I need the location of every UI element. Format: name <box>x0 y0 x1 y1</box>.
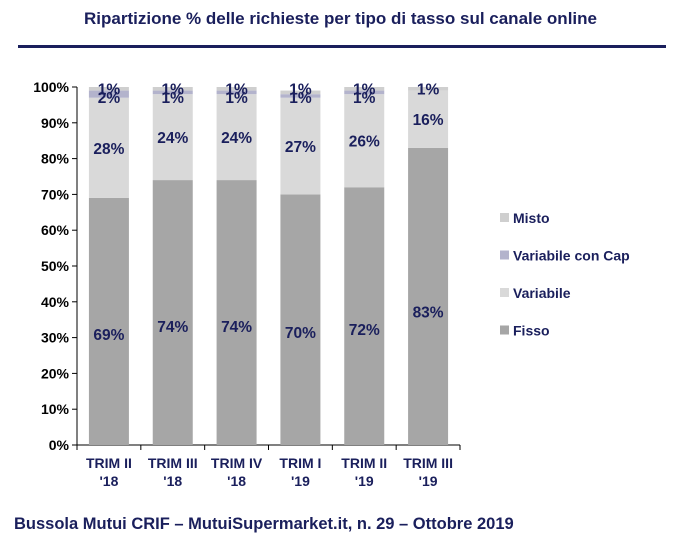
data-label-fisso: 72% <box>349 322 380 339</box>
bar-segment-variabile-con-cap <box>280 94 321 98</box>
bar-segment-fisso <box>280 194 321 445</box>
bar-segment-misto <box>408 87 449 91</box>
y-tick-label: 40% <box>41 294 70 310</box>
legend-swatch <box>500 250 509 260</box>
bar-segment-variabile <box>344 94 385 188</box>
data-label-variabile-con-cap: 2% <box>98 90 121 107</box>
bar-segment-variabile-con-cap <box>88 90 129 98</box>
data-label-fisso: 74% <box>157 319 188 336</box>
legend-swatch <box>500 213 509 222</box>
y-tick-label: 80% <box>41 151 70 167</box>
data-label-variabile: 27% <box>285 139 316 156</box>
y-tick-label: 0% <box>49 437 70 453</box>
bar-segment-variabile <box>88 97 129 198</box>
x-category-label: '19 <box>419 473 438 489</box>
x-category-label: '18 <box>99 473 118 489</box>
data-label-variabile-con-cap: 1% <box>225 90 248 107</box>
legend-swatch <box>500 325 509 335</box>
data-label-misto: 1% <box>289 81 312 98</box>
x-category-label: TRIM II <box>341 455 387 471</box>
bar-segment-fisso <box>216 180 257 445</box>
bar-segment-variabile-con-cap <box>152 90 193 95</box>
bar-segment-fisso <box>152 180 193 445</box>
data-label-variabile: 16% <box>413 112 444 129</box>
x-category-label: TRIM I <box>279 455 321 471</box>
legend-label: Fisso <box>513 323 550 339</box>
source-footer: Bussola Mutui CRIF – MutuiSupermarket.it… <box>14 515 514 533</box>
data-label-variabile-con-cap: 1% <box>289 90 312 107</box>
x-category-label: TRIM III <box>148 455 198 471</box>
data-label-variabile: 28% <box>93 141 124 158</box>
bar-segment-variabile-con-cap <box>344 90 385 95</box>
data-label-misto: 1% <box>417 81 440 98</box>
bar-segment-variabile <box>408 90 449 148</box>
x-category-label: '18 <box>163 473 182 489</box>
data-label-variabile: 24% <box>157 130 188 147</box>
x-category-label: TRIM IV <box>211 455 263 471</box>
chart-title: Ripartizione % delle richieste per tipo … <box>84 9 597 28</box>
bar-segment-misto <box>88 87 129 91</box>
y-tick-label: 30% <box>41 330 70 346</box>
y-tick-label: 20% <box>41 365 70 381</box>
bar-segment-variabile <box>216 94 257 181</box>
bar-segment-misto <box>344 87 385 91</box>
bar-segment-misto <box>216 87 257 91</box>
bar-segment-fisso <box>344 187 385 446</box>
data-label-misto: 1% <box>353 81 376 98</box>
bar-segment-variabile-con-cap <box>216 90 257 95</box>
bar-segment-variabile <box>152 94 193 181</box>
data-label-misto: 1% <box>162 81 185 98</box>
legend-label: Variabile con Cap <box>513 248 630 264</box>
legend-label: Misto <box>513 210 550 226</box>
data-label-fisso: 74% <box>221 319 252 336</box>
bar-segment-fisso <box>408 147 449 446</box>
bar-segment-misto <box>152 87 193 91</box>
x-category-label: TRIM III <box>403 455 453 471</box>
y-tick-label: 100% <box>33 79 69 95</box>
data-label-variabile-con-cap: 1% <box>353 90 376 107</box>
bar-segment-misto <box>280 90 321 95</box>
x-category-label: '19 <box>291 473 310 489</box>
x-category-label: TRIM II <box>86 455 132 471</box>
data-label-variabile: 24% <box>221 130 252 147</box>
x-category-label: '18 <box>227 473 246 489</box>
y-tick-label: 70% <box>41 186 70 202</box>
data-label-variabile-con-cap: 1% <box>162 90 185 107</box>
data-label-misto: 1% <box>98 81 121 98</box>
data-label-fisso: 69% <box>93 327 124 344</box>
data-label-misto: 1% <box>225 81 248 98</box>
title-divider <box>18 45 666 48</box>
y-tick-label: 90% <box>41 115 70 131</box>
data-label-variabile: 26% <box>349 134 380 151</box>
bar-segment-variabile <box>280 97 321 195</box>
bar-segment-fisso <box>88 197 129 445</box>
y-tick-label: 10% <box>41 401 70 417</box>
legend-label: Variabile <box>513 285 571 301</box>
y-tick-label: 60% <box>41 222 70 238</box>
data-label-fisso: 70% <box>285 325 316 342</box>
legend-swatch <box>500 288 509 297</box>
y-tick-label: 50% <box>41 258 70 274</box>
data-label-fisso: 83% <box>413 304 444 321</box>
x-category-label: '19 <box>355 473 374 489</box>
